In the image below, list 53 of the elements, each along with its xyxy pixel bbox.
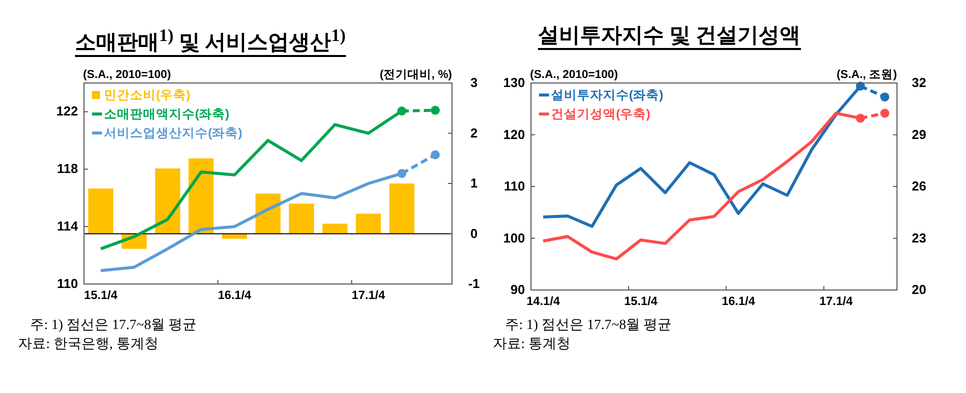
x-tick-label: 17.1/4 — [352, 288, 386, 302]
y-tick-label: 118 — [57, 161, 78, 176]
y2-tick-label: 32 — [912, 75, 926, 90]
bar — [188, 158, 214, 234]
bar — [155, 168, 180, 234]
y2-tick-label: 26 — [912, 178, 926, 194]
chart-title: 소매판매$^{1)}$ 및 서비스업생산$^{1)}$ — [75, 22, 346, 57]
point — [430, 150, 440, 160]
point — [430, 106, 440, 115]
text: 주: 1) 점선은 17.7~8월 평균 — [30, 317, 197, 334]
point — [397, 168, 406, 178]
text: 자료: 한국은행, 통계청 — [18, 336, 158, 353]
bar — [88, 188, 114, 234]
y-tick-label: 110 — [57, 276, 78, 291]
point — [397, 106, 406, 116]
y2-tick-label: 3 — [470, 75, 478, 90]
y2-tick-label: 20 — [912, 282, 926, 297]
y-tick-label: 90 — [510, 282, 525, 297]
legend-label: 소매판매액지수(좌축) — [104, 107, 230, 121]
legend-label: 건설기성액(우축) — [551, 107, 650, 121]
x-tick-label: 15.1/4 — [84, 288, 118, 302]
y-axis-title: (S.A., 2010=100) — [530, 69, 618, 81]
y2-axis-title: (S.A., 조원) — [836, 68, 898, 81]
bar — [389, 184, 414, 234]
bar — [356, 214, 381, 234]
y2-tick-label: 2 — [470, 125, 478, 140]
y-tick-label: 120 — [503, 126, 525, 142]
y2-tick-label: 29 — [912, 126, 926, 142]
text: 주: 1) 점선은 17.7~8월 평균 — [505, 317, 672, 334]
y-tick-label: 130 — [503, 75, 525, 90]
legend-label: 서비스업생산지수(좌축) — [104, 126, 242, 140]
legend-label: 민간소비(우축) — [104, 88, 190, 102]
y-tick-label: 100 — [503, 230, 525, 246]
x-tick-label: 16.1/4 — [722, 294, 756, 308]
bar — [322, 224, 348, 234]
y2-tick-label: 1 — [470, 176, 478, 190]
y2-tick-label: 23 — [912, 230, 926, 246]
x-tick-label: 15.1/4 — [624, 294, 658, 308]
legend-label: 설비투자지수(좌축) — [551, 88, 664, 102]
x-tick-label: 17.1/4 — [819, 294, 853, 308]
y2-axis-title: (전기대비, %) — [380, 68, 452, 81]
chart-title: 설비투자지수 및 건설기성액 — [538, 22, 800, 50]
bar — [255, 194, 281, 234]
y2-tick-label: -1 — [468, 276, 480, 291]
y-tick-label: 114 — [57, 218, 79, 234]
bar — [288, 204, 314, 234]
y-tick-label: 122 — [56, 104, 78, 119]
y2-tick-label: 0 — [470, 226, 478, 241]
y-axis-title: (S.A., 2010=100) — [83, 69, 172, 81]
x-tick-label: 16.1/4 — [218, 288, 252, 302]
x-tick-label: 14.1/4 — [526, 294, 560, 308]
y-tick-label: 110 — [504, 178, 525, 194]
text: 자료: 통계청 — [493, 336, 570, 353]
